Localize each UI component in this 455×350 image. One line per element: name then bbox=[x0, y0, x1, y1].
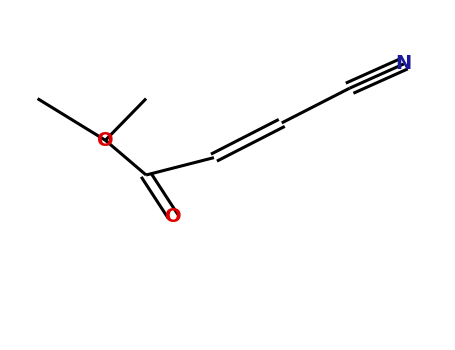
Text: O: O bbox=[97, 131, 114, 150]
Text: O: O bbox=[165, 207, 182, 226]
Text: N: N bbox=[396, 54, 412, 74]
